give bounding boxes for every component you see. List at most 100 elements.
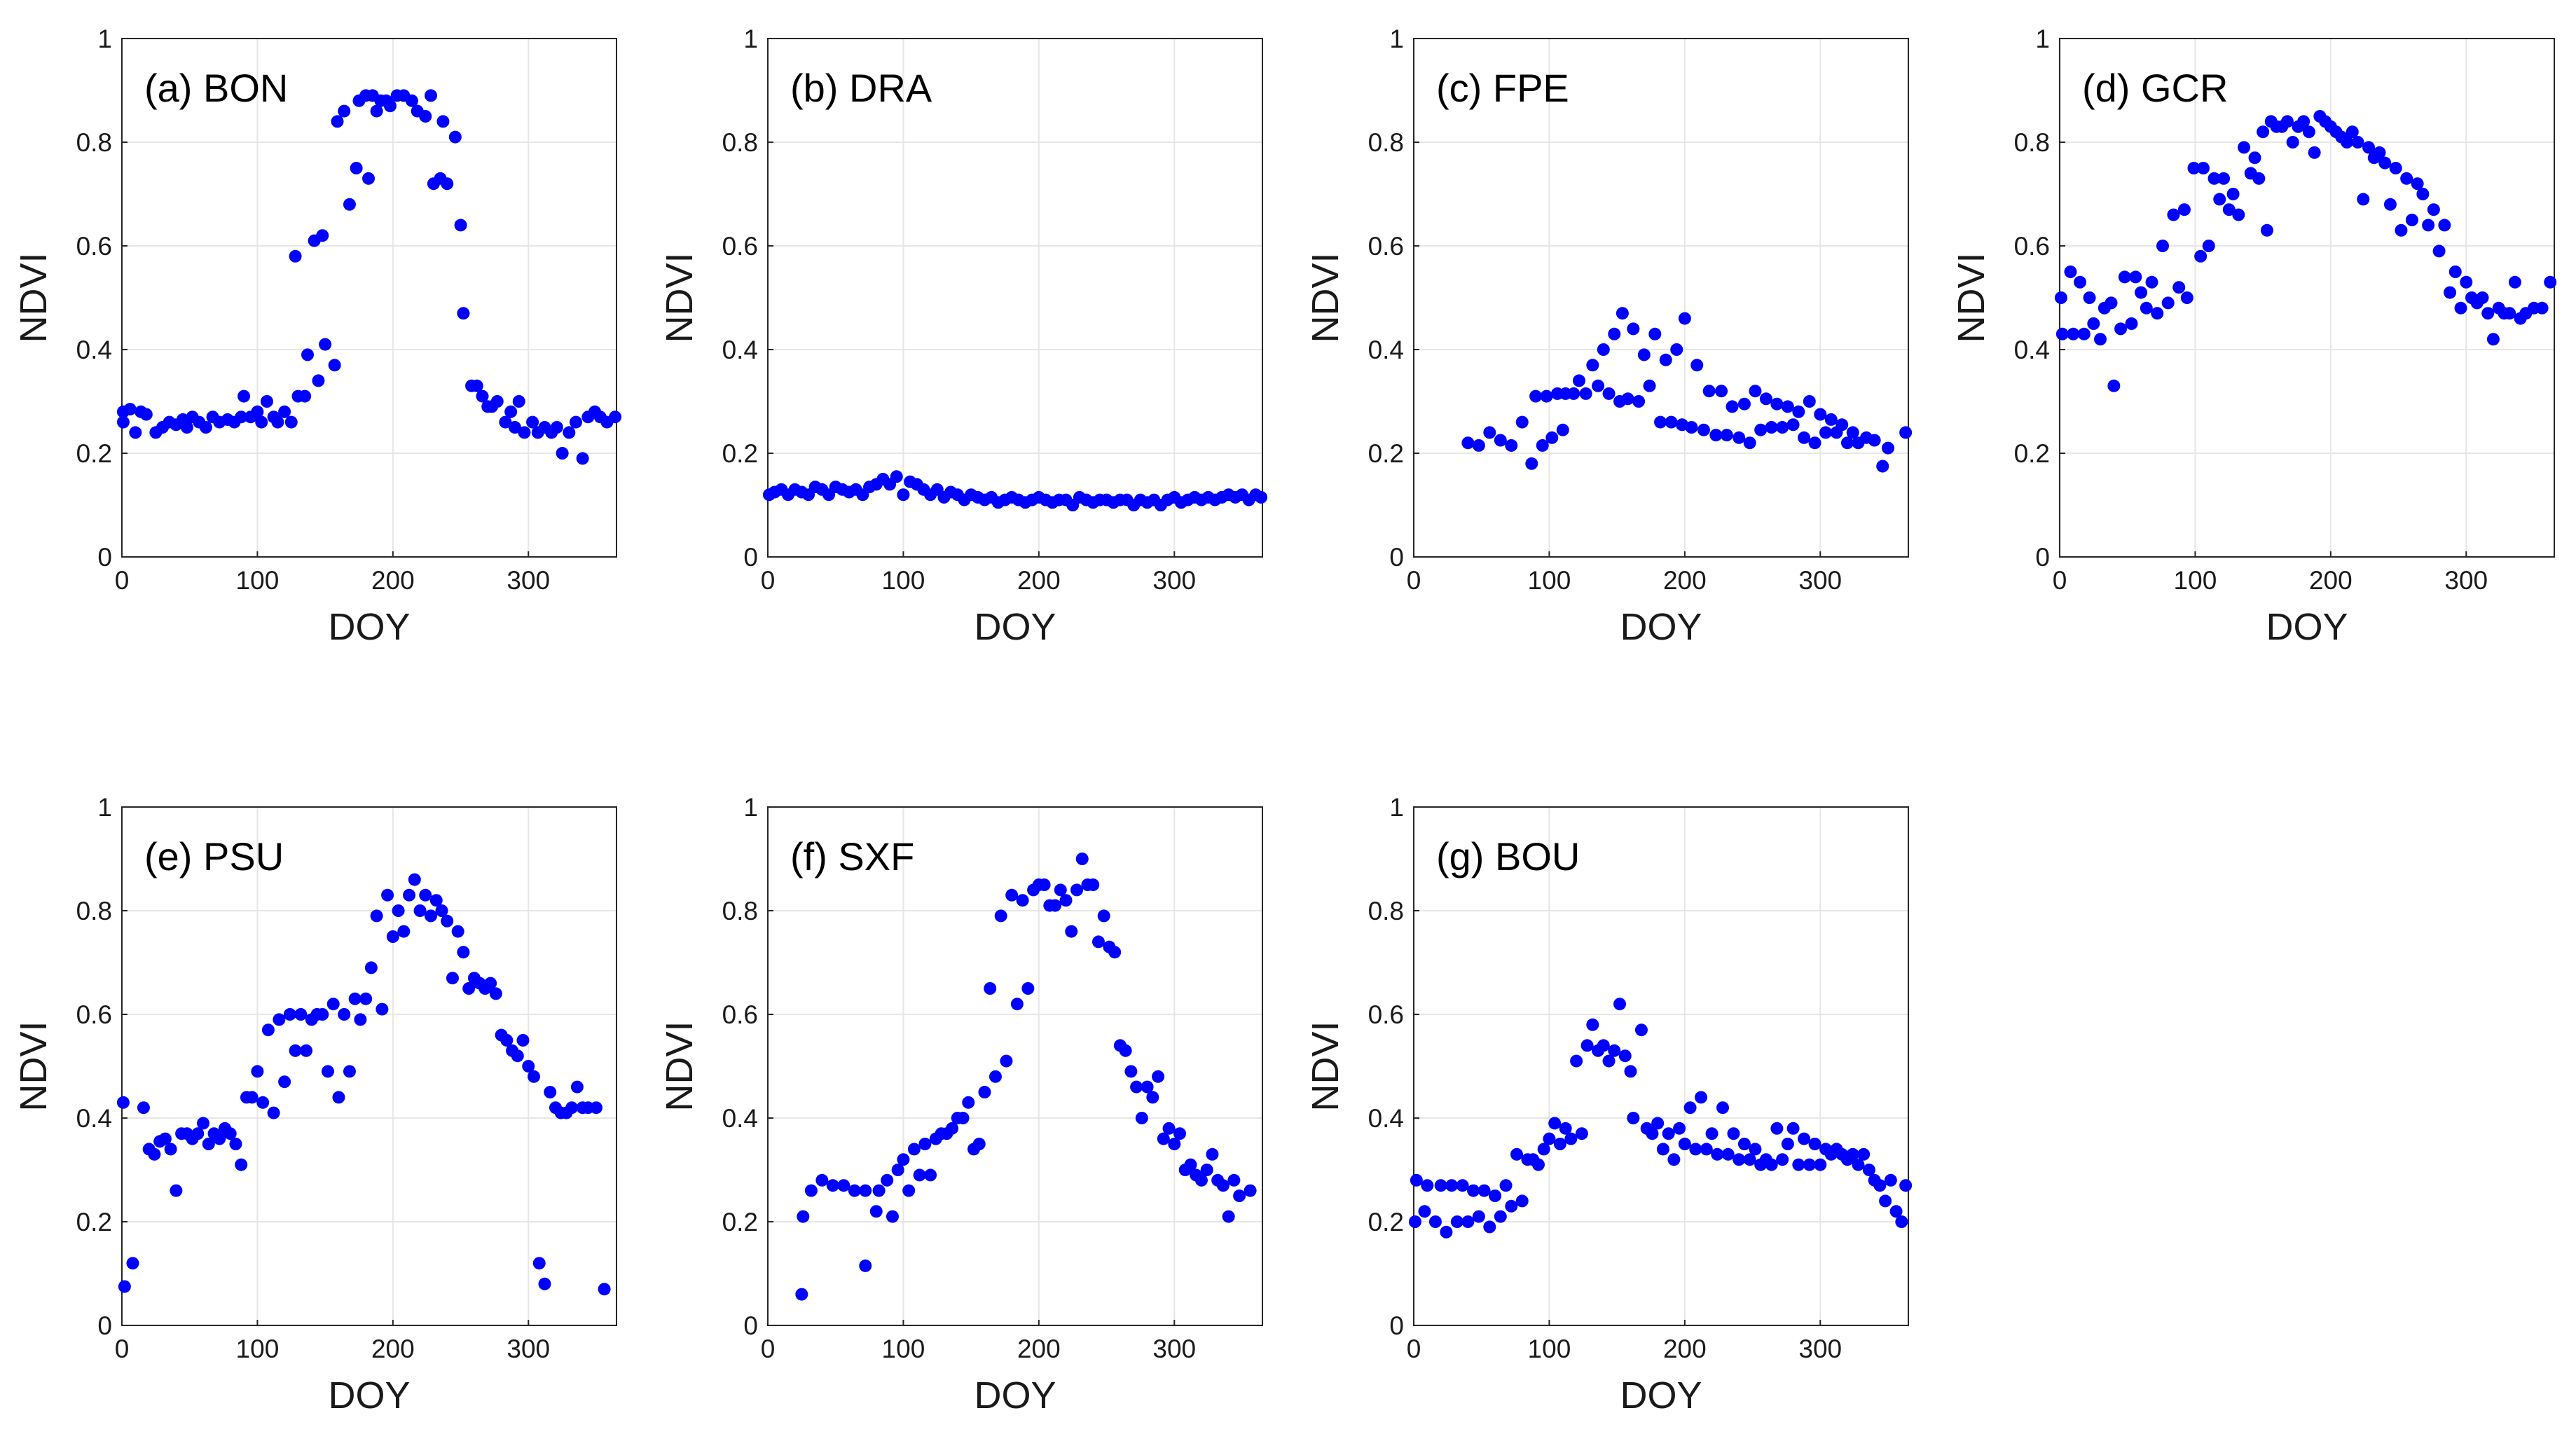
data-point: [1808, 436, 1821, 450]
y-tick-label: 1: [1389, 793, 1404, 822]
data-point: [2054, 291, 2067, 304]
data-point: [2503, 307, 2516, 320]
data-point: [191, 1127, 205, 1140]
data-point: [1616, 307, 1629, 320]
data-point: [1632, 395, 1646, 408]
data-point: [2432, 244, 2446, 258]
data-point: [1564, 1132, 1578, 1145]
panel-1: 0 100 200 300 0 0.2 0.4 0.6 0.8 1 DOY NDVI (b) DRA: [659, 25, 1268, 648]
data-point: [518, 426, 531, 439]
data-point: [1727, 1127, 1740, 1140]
data-point: [1798, 431, 1811, 444]
data-point: [343, 1065, 356, 1078]
data-point: [1091, 935, 1105, 949]
data-point: [435, 904, 448, 917]
axes-box: [121, 806, 617, 1326]
data-point: [1087, 878, 1100, 891]
y-tick-label: 1: [97, 25, 112, 53]
data-point: [2544, 275, 2557, 289]
data-point: [316, 229, 329, 242]
data-point: [255, 415, 268, 429]
data-point: [235, 1158, 248, 1171]
data-point: [1754, 423, 1768, 436]
data-point: [1711, 1147, 1724, 1161]
data-point: [1899, 426, 1913, 439]
data-point: [1798, 1132, 1811, 1145]
data-point: [1059, 894, 1073, 907]
data-point: [2087, 317, 2100, 330]
x-tick-label: 300: [1798, 1335, 1842, 1363]
data-point: [457, 307, 470, 320]
panel-title: (e) PSU: [144, 834, 284, 878]
data-point: [1733, 431, 1746, 444]
data-point: [1670, 343, 1683, 356]
data-point: [1749, 1143, 1762, 1156]
data-point: [1702, 385, 1716, 398]
data-point: [1690, 359, 1704, 372]
data-point: [2373, 146, 2386, 159]
data-point: [2207, 172, 2221, 185]
data-point: [1222, 1210, 1235, 1223]
data-point: [1000, 1054, 1013, 1068]
x-tick-label: 0: [1407, 1335, 1421, 1363]
data-point: [116, 1096, 130, 1109]
data-point: [338, 1008, 351, 1021]
data-point: [1445, 1179, 1459, 1192]
data-point: [1659, 353, 1672, 366]
data-point: [1889, 1205, 1903, 1218]
x-tick-label: 0: [761, 1335, 776, 1363]
data-point: [1570, 1054, 1583, 1068]
data-point: [2194, 249, 2207, 263]
data-point: [1597, 343, 1610, 356]
y-tick-label: 0.6: [76, 1000, 112, 1029]
x-tick-label: 300: [2444, 566, 2488, 595]
data-point: [1759, 392, 1772, 406]
data-point: [1770, 397, 1784, 411]
data-point: [946, 1122, 959, 1135]
data-point: [392, 904, 405, 917]
axes-box: [121, 38, 617, 558]
data-point: [343, 198, 356, 211]
data-point: [1819, 426, 1833, 439]
data-point: [1879, 1194, 1892, 1208]
data-point: [2260, 223, 2273, 237]
data-point: [271, 415, 284, 429]
data-point: [2248, 151, 2261, 165]
y-axis-label: NDVI: [13, 1021, 55, 1111]
x-tick-label: 300: [1152, 1335, 1196, 1363]
data-point: [913, 1168, 926, 1182]
data-point: [570, 1080, 584, 1094]
data-point: [2232, 208, 2245, 221]
data-point: [962, 1096, 975, 1109]
data-point: [301, 348, 314, 361]
y-tick-label: 0.4: [1368, 336, 1404, 364]
data-point: [1873, 1179, 1887, 1192]
data-point: [1489, 1190, 1502, 1202]
y-tick-label: 0.4: [1368, 1104, 1404, 1133]
data-point: [370, 909, 383, 923]
data-point: [1494, 434, 1507, 447]
data-point: [2448, 266, 2462, 278]
data-point: [397, 925, 411, 938]
data-point: [1194, 1173, 1208, 1187]
data-point: [2346, 125, 2359, 139]
data-point: [1846, 426, 1859, 439]
y-tick-label: 0.2: [76, 439, 112, 468]
data-point: [202, 1138, 215, 1150]
data-point: [1749, 385, 1762, 398]
data-point: [1184, 1158, 1197, 1171]
y-tick-label: 0.8: [76, 128, 112, 157]
data-point: [129, 426, 142, 439]
data-point: [1678, 312, 1691, 325]
data-point: [1499, 1179, 1513, 1192]
y-tick-label: 0: [97, 543, 112, 572]
data-point: [2064, 266, 2077, 278]
data-point: [148, 1147, 161, 1161]
x-tick-label: 200: [1663, 1335, 1707, 1363]
y-axis-label: NDVI: [13, 252, 55, 343]
data-point: [2140, 301, 2153, 315]
data-point: [978, 1086, 991, 1098]
data-point: [237, 389, 251, 403]
data-point: [1781, 1138, 1794, 1150]
x-tick-label: 100: [1528, 566, 1571, 595]
